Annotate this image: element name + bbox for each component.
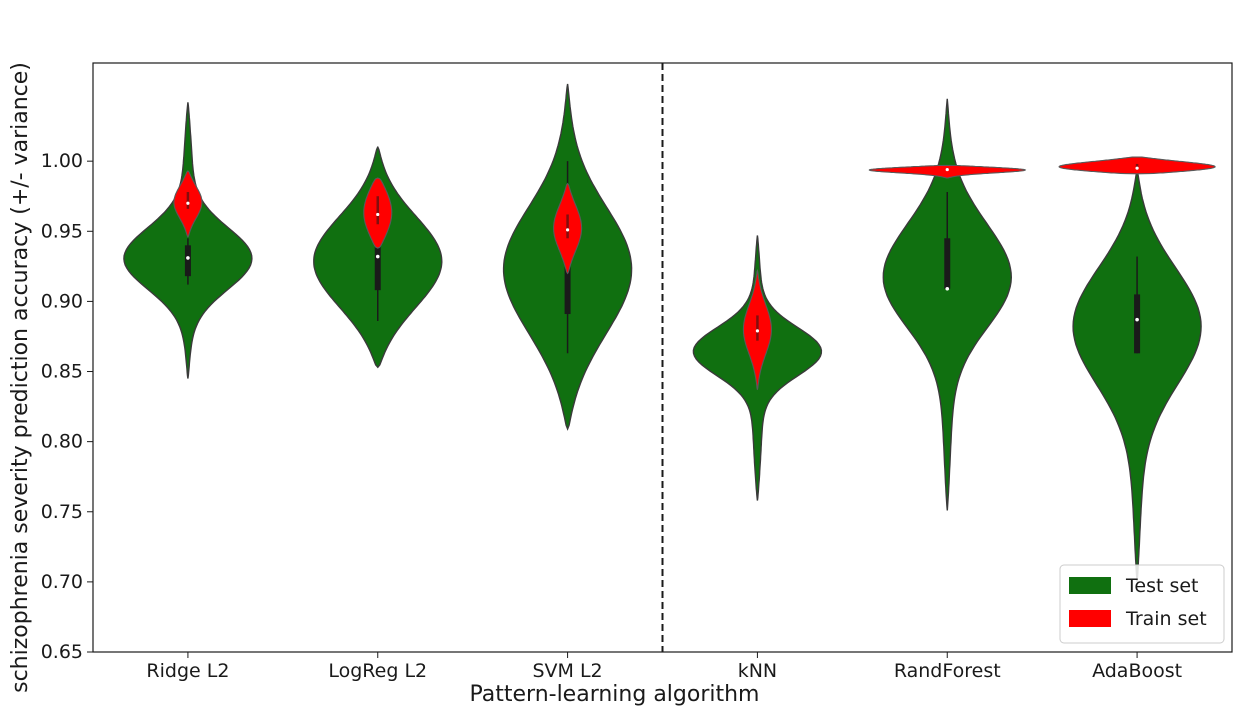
x-tick-label: LogReg L2 bbox=[328, 660, 427, 682]
legend-label: Train set bbox=[1125, 608, 1207, 630]
legend-swatch bbox=[1069, 577, 1111, 594]
y-tick-label: 0.75 bbox=[41, 501, 83, 523]
test-iqr-box bbox=[184, 245, 191, 277]
test-violin-RandForest bbox=[882, 98, 1013, 511]
x-tick-label: kNN bbox=[738, 660, 777, 682]
legend-swatch bbox=[1069, 610, 1111, 627]
violins-layer bbox=[123, 83, 1216, 582]
test-iqr-box bbox=[944, 238, 951, 289]
y-tick-label: 0.65 bbox=[41, 641, 83, 663]
test-iqr-box bbox=[374, 243, 381, 291]
x-tick-label: AdaBoost bbox=[1092, 660, 1182, 682]
y-tick-label: 0.80 bbox=[41, 431, 83, 453]
x-tick-label: Ridge L2 bbox=[146, 660, 229, 682]
test-median-dot bbox=[375, 254, 380, 259]
test-median-dot bbox=[945, 286, 950, 291]
axes-layer: Ridge L2 LogReg L2 SVM L2 kNN RandForest AdaB… bbox=[8, 62, 1233, 707]
test-violin-AdaBoost bbox=[1072, 170, 1202, 582]
y-tick-label: 1.00 bbox=[41, 150, 83, 172]
train-median-dot bbox=[186, 201, 190, 205]
y-tick-label: 0.85 bbox=[41, 361, 83, 383]
x-tick-label: RandForest bbox=[894, 660, 1001, 682]
test-iqr-box bbox=[564, 250, 571, 315]
test-median-dot bbox=[1135, 317, 1139, 322]
x-tick-label: SVM L2 bbox=[532, 660, 602, 682]
y-axis-title: schizophrenia severity prediction accura… bbox=[8, 62, 33, 693]
train-median-dot bbox=[1135, 166, 1139, 170]
test-median-dot bbox=[186, 256, 190, 260]
legend: Test set Train set bbox=[1059, 564, 1225, 644]
train-median-dot bbox=[945, 167, 949, 172]
y-tick-label: 0.70 bbox=[41, 571, 83, 593]
legend-label: Test set bbox=[1125, 575, 1199, 597]
train-violin-RandForest bbox=[868, 164, 1027, 179]
plot-frame bbox=[92, 62, 1233, 653]
train-median-dot bbox=[376, 212, 380, 217]
train-median-dot bbox=[565, 228, 570, 232]
test-iqr-box bbox=[1134, 294, 1141, 354]
train-median-dot bbox=[755, 329, 760, 333]
x-axis-title: Pattern-learning algorithm bbox=[469, 682, 759, 707]
y-tick-label: 0.90 bbox=[41, 290, 83, 312]
y-tick-label: 0.95 bbox=[41, 220, 83, 242]
